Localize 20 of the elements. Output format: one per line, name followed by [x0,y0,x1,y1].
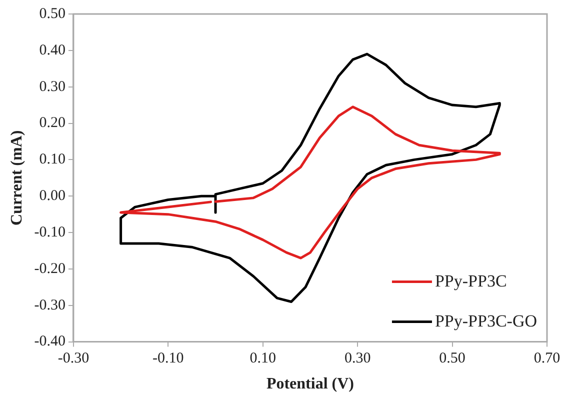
y-tick-label: 0.50 [39,6,66,22]
legend-label: PPy-PP3C [434,271,507,290]
y-tick-label: -0.30 [34,297,66,314]
y-tick-label: -0.20 [34,260,66,277]
y-tick-label: -0.10 [34,224,66,240]
x-tick-label: 0.30 [344,350,371,367]
x-axis-title: Potential (V) [266,376,354,393]
y-tick-label: 0.10 [39,152,66,168]
y-tick-label: 0.30 [39,78,66,95]
legend-label: PPy-PP3C-GO [434,311,538,330]
y-tick-label: 0.40 [39,42,66,58]
x-tick-label: 0.70 [534,350,560,367]
y-tick-label: 0.20 [39,115,66,132]
y-tick-label: -0.40 [34,334,66,350]
x-tick-label: -0.10 [152,350,184,367]
x-tick-label: -0.30 [58,350,90,367]
y-tick-label: 0.00 [39,188,66,204]
x-tick-label: 0.50 [439,350,466,367]
x-tick-label: 0.10 [250,350,276,367]
y-axis-title: Current (mA) [8,130,26,226]
